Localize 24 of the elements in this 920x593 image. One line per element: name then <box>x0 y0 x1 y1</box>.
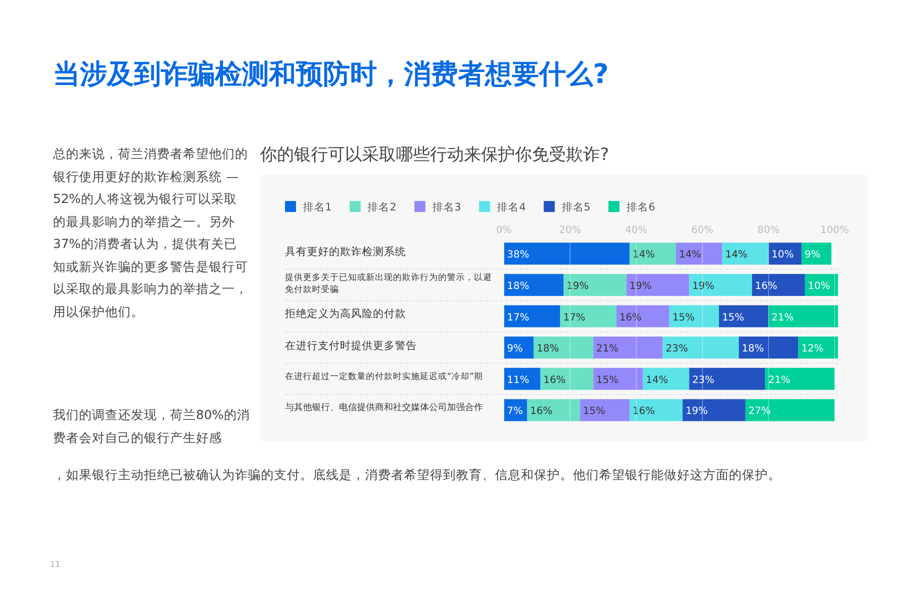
annotations[1]: 我们的调查还发现，荷兰80%的消费者会对自己的银行产生好感 <box>53 406 251 446</box>
annotations[3]: 11 <box>50 560 60 569</box>
xticks[4]: 80% <box>757 225 780 236</box>
series[1].name: 排名2 <box>368 202 396 214</box>
categories[4]: 在进行超过一定数量的付款时实施延迟或“冷却”期 <box>285 370 484 383</box>
categories[1]: 提供更多关于已知或新出现的欺诈行为的警示，以避免付款时受骗 <box>285 272 493 296</box>
series[4].name: 排名5 <box>562 202 590 214</box>
xticks[5]: 100% <box>820 225 849 236</box>
series[5].name: 排名6 <box>626 202 656 214</box>
categories[5]: 与其他银行、电信提供商和社交媒体公司加强合作 <box>285 402 484 414</box>
series[0].name: 排名1 <box>303 202 332 214</box>
title: 当涉及到诈骗检测和预防时，消费者想要什么? <box>53 58 609 92</box>
annotations[2]: ，如果银行主动拒绝已被确认为诈骗的支付。底线是，消费者希望得到教育、信息和保护。他们希望银行能做好这方面的保护。 <box>53 466 782 484</box>
categories[3]: 在进行支付时提供更多警告 <box>285 340 418 352</box>
xticks[1]: 20% <box>559 225 582 236</box>
xticks[0]: 0% <box>496 225 512 236</box>
series[2].name: 排名3 <box>432 202 462 214</box>
xticks[3]: 60% <box>691 225 714 236</box>
annotations[0]: 总的来说，荷兰消费者希望他们的银行使用更好的欺诈检测系统 — 52%的人将这视为银行可以采取的最具影响力的举措之一。另外37%的消费者认为，提供有关已知或新兴诈骗的更多警告是银行可以采取的最具影响力的举措之一，用以保护他们。 <box>53 145 248 320</box>
series[3].name: 排名4 <box>497 202 526 214</box>
categories[2]: 拒绝定义为高风险的付款 <box>285 308 407 320</box>
xticks[2]: 40% <box>625 225 648 236</box>
subtitle: 你的银行可以采取哪些行动来保护你免受欺诈? <box>260 144 610 166</box>
categories[0]: 具有更好的欺诈检测系统 <box>285 246 407 258</box>
